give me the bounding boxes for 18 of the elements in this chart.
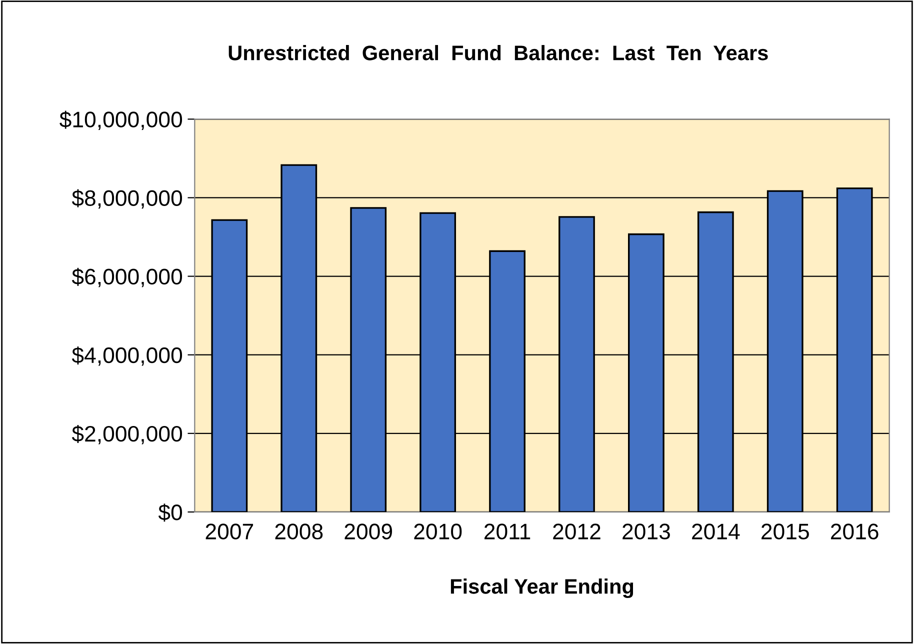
x-tick-label: 2007 xyxy=(206,524,254,540)
x-tick-label: 2008 xyxy=(275,524,323,540)
y-tick-label: $0 xyxy=(158,504,182,522)
x-tick-label: 2015 xyxy=(762,524,809,540)
x-tick-label: 2013 xyxy=(622,524,670,540)
y-tick-label: $8,000,000 xyxy=(72,189,182,209)
x-tick-label: 2010 xyxy=(414,524,462,540)
x-tick-label: 2016 xyxy=(830,524,878,540)
y-tick-label: $2,000,000 xyxy=(72,425,182,444)
y-tick-label: $10,000,000 xyxy=(60,110,182,130)
y-tick-label: $6,000,000 xyxy=(72,268,182,288)
x-tick-label: 2011 xyxy=(484,524,530,540)
x-tick-label: 2012 xyxy=(553,524,600,540)
x-tick-label: 2009 xyxy=(344,524,392,540)
x-axis-title: Fiscal Year Ending xyxy=(450,578,634,598)
chart-title: Unrestricted General Fund Balance: Last Ten Years xyxy=(228,45,768,60)
x-tick-label: 2014 xyxy=(692,524,740,540)
y-tick-label: $4,000,000 xyxy=(72,346,182,366)
